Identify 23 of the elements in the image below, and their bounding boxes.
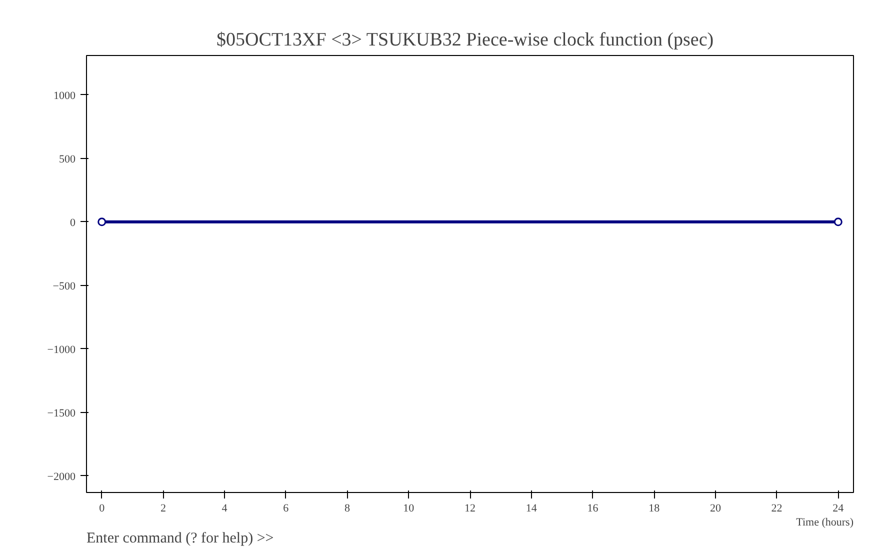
x-tick-label: 2 [160, 502, 166, 514]
x-tick-label: 16 [587, 502, 599, 514]
x-tick-label: 18 [648, 502, 660, 514]
chart-title: $05OCT13XF <3> TSUKUB32 Piece-wise clock function (psec) [216, 30, 714, 50]
x-tick-label: 8 [344, 502, 351, 514]
y-tick-label: 500 [59, 153, 76, 166]
x-tick-label: 24 [832, 502, 844, 514]
y-tick-label: −1000 [47, 344, 76, 356]
x-axis-title: Time (hours) [796, 516, 854, 528]
y-tick-label: −1500 [47, 407, 76, 420]
x-tick-label: 4 [222, 502, 228, 514]
y-tick-label: −2000 [47, 470, 76, 483]
x-tick-label: 12 [464, 502, 476, 514]
x-tick-label: 0 [99, 502, 106, 514]
text: Enter command (? for help) >> [86, 530, 274, 546]
x-tick-label: 10 [403, 502, 415, 514]
x-tick-label: 6 [283, 502, 290, 514]
x-tick-label: 20 [710, 502, 722, 514]
x-tick-label: 14 [526, 502, 538, 514]
y-tick-label: 1000 [54, 90, 76, 102]
y-tick-label: −500 [52, 280, 76, 292]
y-tick-label: 0 [70, 216, 76, 229]
x-tick-label: 22 [771, 502, 782, 514]
